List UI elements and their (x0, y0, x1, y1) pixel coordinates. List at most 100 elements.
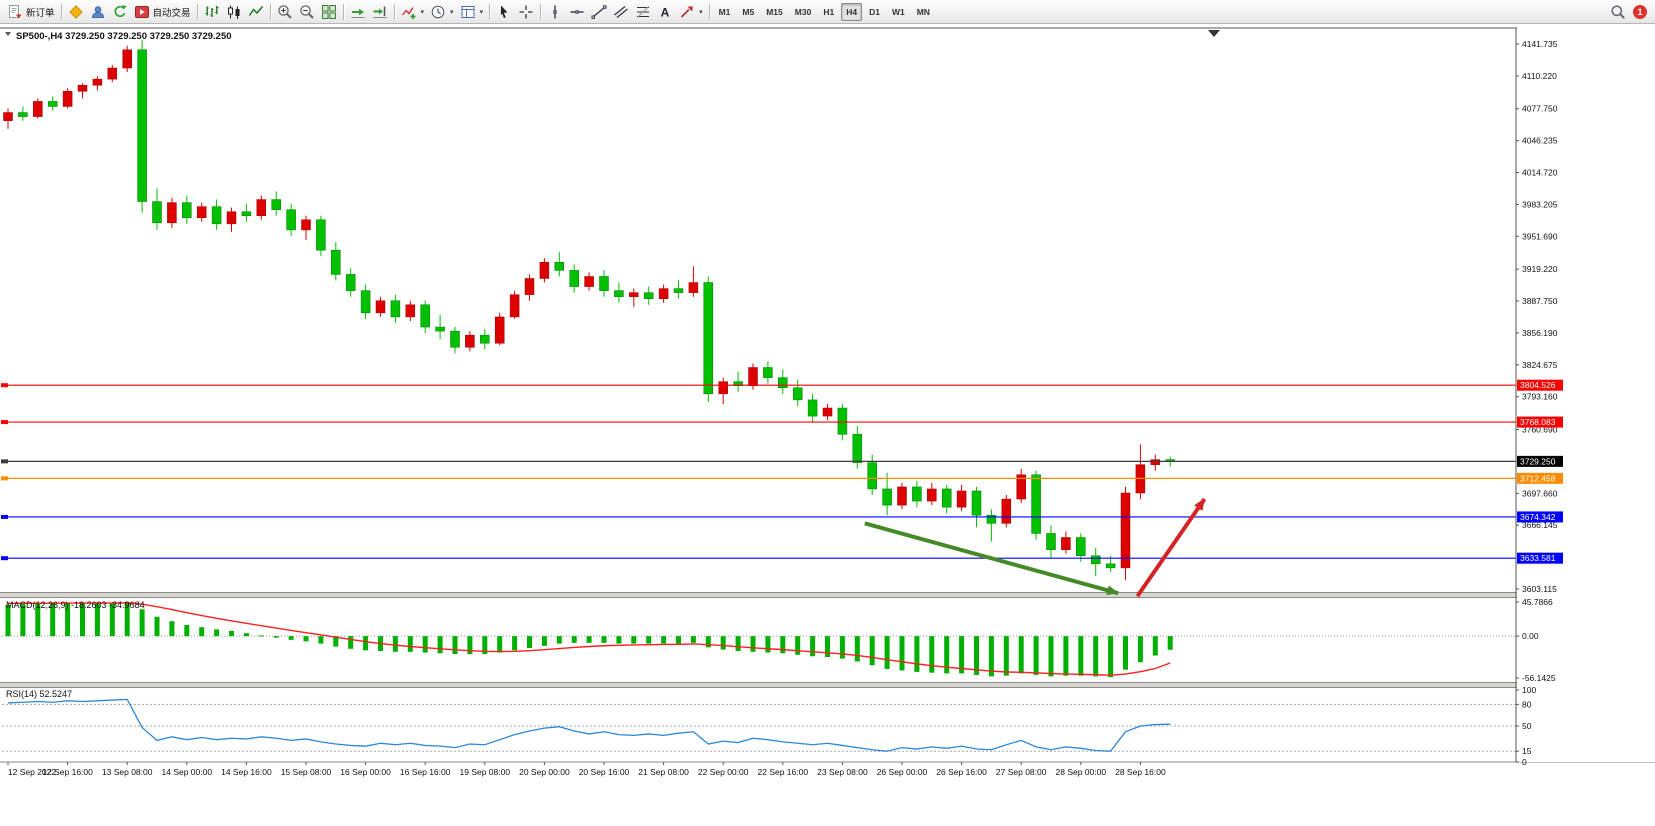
new-order-icon (7, 4, 23, 20)
price-badge-label: 3674.342 (1520, 512, 1556, 522)
price-badge-label: 3804.526 (1520, 380, 1556, 390)
candle (465, 331, 475, 352)
candle (1076, 533, 1086, 562)
candle (986, 509, 997, 542)
candle (152, 188, 162, 230)
price-badge (1517, 472, 1563, 484)
chart-plot-area[interactable] (2, 28, 1516, 592)
trendline-button[interactable] (588, 2, 610, 22)
horizontal-line-button[interactable] (566, 2, 588, 22)
candle (569, 264, 579, 293)
candle (33, 98, 43, 119)
uptrend-arrow[interactable] (1135, 497, 1207, 598)
candle (584, 272, 594, 291)
price-tick-label: 4141.735 (1522, 39, 1558, 49)
timeframe-m5[interactable]: M5 (742, 6, 755, 17)
timeframe-d1[interactable]: D1 (869, 6, 880, 17)
time-axis[interactable] (0, 762, 1655, 826)
refresh-button[interactable] (109, 2, 131, 22)
price-tick-label: 3697.660 (1522, 488, 1558, 498)
one-click-trading-toggle[interactable] (5, 32, 11, 36)
chart-shift-marker[interactable] (1208, 30, 1220, 37)
zoom-out-button[interactable] (296, 2, 318, 22)
candle (971, 486, 982, 528)
notifications-badge[interactable]: 1 (1633, 4, 1647, 19)
time-label: 28 Sep 16:00 (1115, 767, 1166, 777)
profile-button[interactable] (87, 2, 109, 22)
timeframe-m15[interactable]: M15 (766, 6, 783, 17)
diamond-icon (68, 4, 84, 20)
price-tick-label: 3983.205 (1522, 199, 1558, 209)
time-label: 16 Sep 00:00 (340, 767, 391, 777)
candle (137, 39, 147, 213)
new-order-button[interactable]: 新订单 (4, 2, 58, 22)
hline-left-marker (1, 514, 8, 519)
candle (956, 484, 967, 512)
candle (47, 96, 58, 111)
timeframe-h1[interactable]: H1 (823, 6, 835, 17)
hline-left-marker (1, 556, 8, 561)
zoom-out-icon (299, 4, 315, 20)
timeframe-m30[interactable]: M30 (794, 6, 812, 17)
macd-signal-line (8, 602, 1171, 676)
candle (1031, 470, 1041, 540)
candlestick-chart-button[interactable] (223, 2, 245, 22)
zoom-in-button[interactable] (274, 2, 296, 22)
price-badge (1517, 379, 1563, 391)
hline-left-marker (1, 476, 8, 481)
text-button[interactable]: A (654, 2, 676, 22)
toolbar-separator (342, 3, 344, 20)
tile-windows-button[interactable] (318, 2, 340, 22)
timeframe-mn[interactable]: MN (916, 6, 930, 17)
template-icon (460, 4, 476, 20)
candle (3, 108, 13, 129)
shapes-button[interactable]: ▾ (676, 2, 706, 22)
chart-shift-button[interactable] (369, 2, 391, 22)
candle (360, 284, 371, 319)
price-badge (1517, 416, 1563, 428)
candle (1016, 468, 1026, 504)
cursor-icon (496, 4, 512, 20)
crosshair-icon (518, 4, 534, 20)
panel-splitter[interactable] (0, 682, 1655, 688)
channel-button[interactable] (610, 2, 632, 22)
search-button[interactable] (1607, 2, 1629, 22)
candle (1150, 454, 1161, 471)
auto-scroll-button[interactable] (347, 2, 369, 22)
periods-button[interactable]: ▾ (427, 2, 457, 22)
macd-axis-label: 0.00 (1522, 631, 1539, 641)
price-tick-label: 3856.190 (1522, 328, 1558, 338)
candle (286, 203, 296, 236)
autotrading-button[interactable]: 自动交易 (131, 2, 194, 22)
timeframe-w1[interactable]: W1 (891, 6, 905, 17)
line-chart-button[interactable] (245, 2, 267, 22)
price-axis[interactable] (1517, 24, 1655, 762)
panel-splitter[interactable] (0, 592, 1655, 598)
price-badge-label: 3633.581 (1520, 553, 1556, 563)
templates-button[interactable]: ▾ (457, 2, 487, 22)
price-tick-label: 4014.720 (1522, 168, 1558, 178)
vertical-line-button[interactable] (544, 2, 566, 22)
candle (435, 314, 445, 340)
hline-left-marker (1, 420, 8, 425)
bar-chart-button[interactable] (201, 2, 223, 22)
time-label: 22 Sep 16:00 (758, 767, 809, 777)
candle (509, 290, 520, 319)
hline-left-marker (1, 459, 8, 464)
rsi-axis-label: 80 (1522, 699, 1532, 709)
candle (703, 276, 714, 402)
timeframe-h4[interactable]: H4 (841, 2, 863, 21)
candle (897, 482, 907, 510)
svg-text:A: A (661, 5, 670, 19)
mql-community-button[interactable] (65, 2, 87, 22)
downtrend-arrow[interactable] (864, 521, 1120, 596)
timeframe-m1[interactable]: M1 (718, 6, 731, 17)
candle (1001, 495, 1012, 528)
dropdown-arrow-icon: ▾ (450, 8, 454, 16)
fibonacci-button[interactable] (632, 2, 654, 22)
crosshair-button[interactable] (515, 2, 537, 22)
indicators-button[interactable]: ▾ (398, 2, 428, 22)
cursor-button[interactable] (493, 2, 515, 22)
candle (62, 88, 73, 109)
time-label: 12 Sep 16:00 (42, 767, 93, 777)
